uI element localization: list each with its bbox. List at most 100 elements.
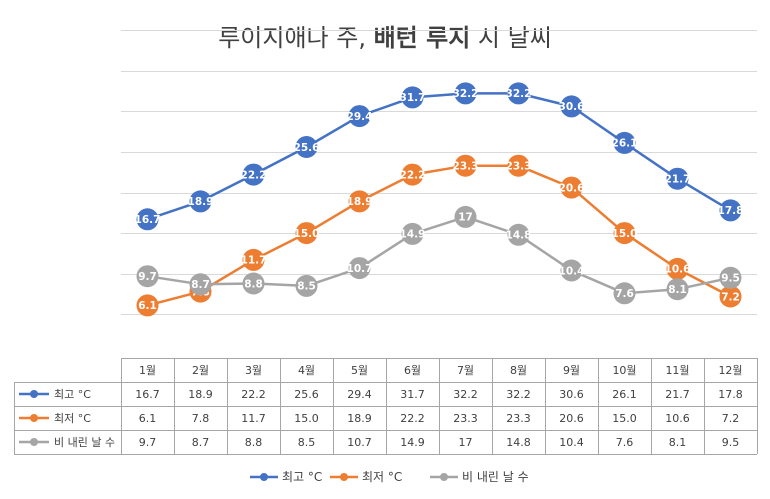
data-point: [454, 205, 477, 228]
title-suffix: 시 날씨: [470, 24, 552, 52]
data-label: 32.2: [506, 88, 532, 100]
table-cell: 32.2: [506, 388, 531, 401]
data-point: [242, 248, 265, 271]
table-cell: 17: [459, 436, 473, 449]
table-cell: 11.7: [241, 412, 266, 425]
legend-marker: [260, 473, 268, 481]
series-points: 16.7 18.9 22.2 25.6 29.4 31.7 32.2 32.2 30.6 26.1…: [135, 82, 743, 317]
legend-key-marker: [30, 390, 38, 398]
table-cell: 9.5: [722, 436, 740, 449]
table-cell: 9.7: [139, 436, 157, 449]
data-label: 9.7: [138, 271, 157, 283]
data-label: 8.7: [191, 279, 210, 291]
table-cell: 10.7: [347, 436, 372, 449]
table-cell: 8.5: [298, 436, 316, 449]
table-cell: 18.9: [347, 412, 372, 425]
data-point: [136, 294, 159, 317]
table-header: 12월: [718, 364, 742, 377]
title-city: 배턴 루지: [374, 24, 471, 52]
data-label: 15.0: [294, 228, 320, 240]
table-cell: 23.3: [453, 412, 478, 425]
data-point: [613, 282, 636, 305]
data-point: [348, 257, 371, 280]
data-label: 8.1: [668, 284, 687, 296]
table-cell: 26.1: [612, 388, 637, 401]
data-point: [242, 163, 265, 186]
table-header: 1월: [139, 364, 156, 377]
data-label: 18.9: [347, 196, 373, 208]
data-point: [560, 95, 583, 118]
data-label: 29.4: [347, 111, 373, 123]
table-header: 6월: [404, 364, 421, 377]
data-label: 32.2: [453, 88, 479, 100]
table-header: 11월: [665, 364, 689, 377]
table-header: 2월: [192, 364, 209, 377]
data-point: [295, 136, 318, 158]
data-label: 15.0: [612, 228, 638, 240]
data-label: 10.7: [347, 263, 373, 275]
table-cell: 14.9: [400, 436, 425, 449]
table-cell: 6.1: [139, 412, 157, 425]
table-cell: 15.0: [294, 412, 319, 425]
data-label: 7.2: [721, 291, 740, 303]
table-cell: 31.7: [400, 388, 425, 401]
title-prefix: 루이지애나 주,: [218, 24, 373, 52]
table-cell: 7.8: [192, 412, 210, 425]
table-cell: 25.6: [294, 388, 319, 401]
table-header: 3월: [245, 364, 262, 377]
data-point: [719, 285, 742, 308]
series-line-1: [147, 92, 732, 221]
data-label: 26.1: [612, 138, 638, 150]
table-cell: 23.3: [506, 412, 531, 425]
table-row-label: 비 내린 날 수: [54, 436, 115, 449]
data-label: 22.2: [400, 169, 426, 181]
table-cell: 18.9: [188, 388, 213, 401]
table-cell: 22.2: [241, 388, 266, 401]
series-lines: [147, 92, 732, 307]
data-label: 10.6: [665, 264, 691, 276]
data-point: [666, 257, 689, 280]
data-label: 16.7: [135, 214, 161, 226]
series-line-3: [147, 215, 731, 295]
data-point: [613, 222, 636, 245]
table-cell: 15.0: [612, 412, 637, 425]
data-label: 18.9: [188, 196, 214, 208]
legend-marker: [340, 473, 348, 481]
legend-entry: 최고 °C: [282, 470, 322, 484]
data-point: [666, 167, 689, 190]
table-cell: 7.2: [722, 412, 740, 425]
data-label: 6.1: [138, 300, 157, 312]
table-header: 7월: [457, 364, 474, 377]
table-header: 8월: [510, 364, 527, 377]
table-cell: 30.6: [559, 388, 584, 401]
table-cell: 8.7: [192, 436, 210, 449]
table-cell: 8.1: [669, 436, 687, 449]
data-label: 21.7: [665, 174, 691, 186]
table-cell: 22.2: [400, 412, 425, 425]
data-point: [507, 82, 530, 105]
data-label: 8.5: [297, 281, 316, 293]
table-cell: 32.2: [453, 388, 478, 401]
data-point: [401, 222, 424, 245]
legend-entry: 비 내린 날 수: [462, 470, 529, 484]
legend: 최고 °C 최저 °C 비 내린 날 수: [250, 470, 529, 484]
data-label: 8.8: [244, 278, 263, 290]
data-label: 30.6: [559, 101, 585, 113]
data-label: 14.9: [400, 229, 426, 241]
data-point: [348, 190, 371, 213]
data-point: [136, 265, 159, 288]
data-point: [348, 105, 371, 128]
data-point: [189, 190, 212, 213]
data-point: [719, 199, 742, 222]
table-row-label: 최고 °C: [54, 388, 91, 401]
legend-entry: 최저 °C: [362, 470, 402, 484]
chart-title: 루이지애나 주, 배턴 루지 시 날씨: [218, 24, 552, 52]
data-point: [719, 266, 742, 289]
data-point: [295, 222, 318, 245]
table-cell: 21.7: [665, 388, 690, 401]
table-cell: 14.8: [506, 436, 531, 449]
data-point: [401, 86, 424, 109]
